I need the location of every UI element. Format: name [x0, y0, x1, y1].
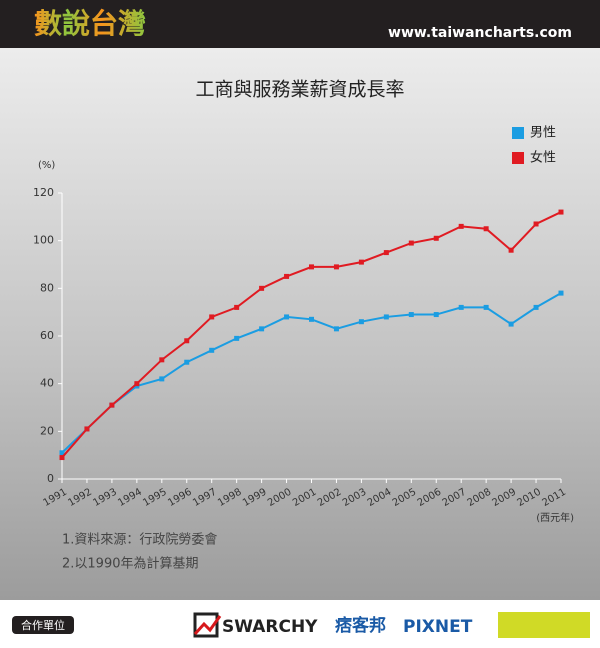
point	[159, 376, 165, 382]
partner: 痞客邦	[335, 615, 386, 636]
y-tick-label: 20	[40, 424, 54, 437]
point	[558, 209, 564, 215]
point	[333, 326, 339, 332]
point	[234, 335, 240, 341]
point	[309, 316, 314, 322]
y-tick-label: 0	[47, 472, 54, 485]
point	[59, 450, 65, 456]
point	[458, 223, 464, 229]
x-axis-unit: (西元年)	[536, 511, 574, 524]
footer-label-box	[12, 616, 74, 634]
point	[209, 314, 215, 320]
point	[284, 273, 290, 279]
point	[508, 321, 514, 327]
legend-label: 女性	[530, 150, 556, 166]
point	[508, 247, 514, 253]
point	[433, 235, 439, 241]
point	[483, 226, 489, 232]
point	[109, 402, 115, 408]
legend-swatch	[512, 127, 524, 139]
point	[458, 304, 464, 310]
point	[383, 250, 389, 256]
swarchy-icon	[193, 612, 219, 638]
legend-swatch	[512, 152, 524, 164]
partner-logo	[498, 612, 590, 638]
note: 2.以1990年為計算基期	[62, 556, 199, 572]
point	[234, 304, 240, 310]
site-url: www.taiwancharts.com	[388, 25, 572, 41]
y-tick-label: 40	[40, 377, 54, 390]
point	[184, 338, 190, 344]
logo: 數說台灣	[34, 7, 146, 40]
y-tick-label: 60	[40, 329, 54, 342]
point	[159, 357, 165, 363]
point	[333, 264, 339, 270]
point	[358, 259, 364, 265]
y-axis-unit: (%)	[38, 160, 55, 171]
point	[284, 314, 290, 320]
y-tick-label: 120	[33, 186, 54, 199]
point	[259, 285, 265, 291]
point	[59, 455, 65, 461]
y-tick-label: 100	[33, 234, 54, 247]
point	[433, 312, 439, 318]
point	[408, 312, 414, 318]
point	[408, 240, 414, 246]
point	[84, 426, 90, 432]
footer-label: 合作單位	[21, 618, 65, 632]
chart-background	[0, 48, 600, 600]
swarchy-icon-line	[193, 615, 222, 636]
point	[483, 304, 489, 310]
point	[533, 304, 539, 310]
header-bar	[0, 0, 600, 48]
partner: SWARCHY	[222, 617, 318, 637]
chart-title: 工商與服務業薪資成長率	[195, 79, 404, 101]
point	[533, 221, 539, 227]
point	[383, 314, 389, 320]
legend-label: 男性	[530, 126, 556, 141]
point	[259, 326, 265, 332]
point	[558, 290, 564, 296]
partner: PIXNET	[403, 617, 473, 637]
point	[358, 319, 364, 325]
plot: 0204060801001201991199219931994199519961…	[33, 126, 568, 509]
note: 1.資料來源：行政院勞委會	[62, 533, 217, 548]
y-tick-label: 80	[40, 281, 54, 294]
point	[309, 264, 314, 270]
point	[209, 347, 215, 353]
point	[184, 359, 190, 365]
point	[134, 381, 140, 387]
